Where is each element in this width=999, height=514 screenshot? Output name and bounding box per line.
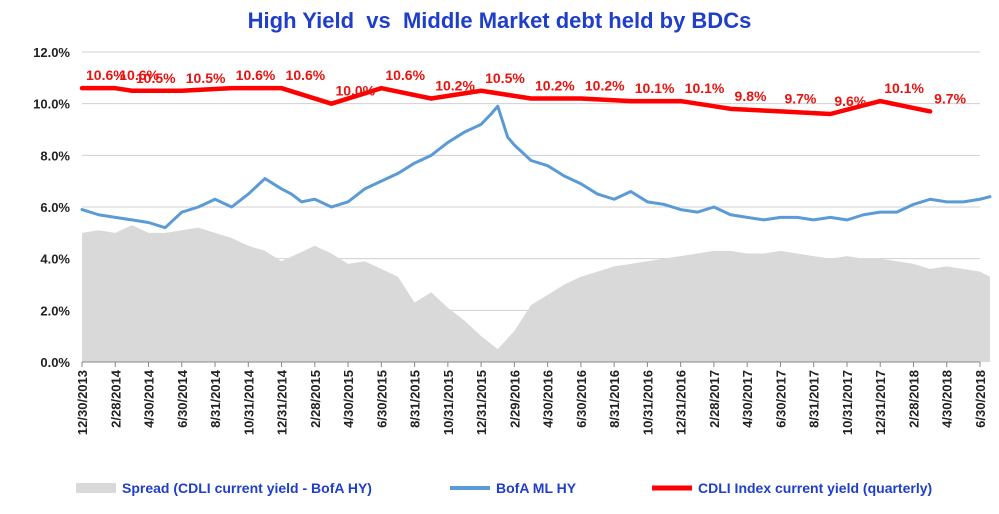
cdli-data-label: 10.0% [335, 83, 375, 99]
x-tick-label: 12/30/2013 [75, 370, 90, 435]
x-tick-label: 4/30/2018 [940, 370, 955, 428]
spread-area [82, 225, 990, 362]
cdli-data-label: 10.6% [119, 67, 159, 83]
x-tick-label: 8/31/2016 [607, 370, 622, 428]
x-tick-label: 2/28/2018 [906, 370, 921, 428]
legend-swatch-spread [76, 483, 116, 493]
y-tick-label: 2.0% [40, 303, 70, 318]
x-tick-label: 6/30/2016 [574, 370, 589, 428]
x-tick-label: 4/30/2014 [142, 369, 157, 428]
x-tick-label: 12/31/2016 [674, 370, 689, 435]
cdli-data-label: 9.8% [735, 88, 767, 104]
spread-area-layer [82, 225, 990, 362]
x-tick-label: 10/31/2014 [241, 369, 256, 435]
y-tick-label: 6.0% [40, 200, 70, 215]
y-tick-label: 0.0% [40, 355, 70, 370]
cdli-data-label: 10.6% [385, 67, 425, 83]
bofa-hy-line [80, 104, 992, 230]
cdli-data-label: 10.2% [585, 78, 625, 94]
cdli-data-label: 10.1% [635, 80, 675, 96]
x-tick-label: 6/30/2015 [374, 370, 389, 428]
legend-item-bofa-hy: BofA ML HY [496, 480, 577, 496]
x-tick-label: 12/31/2014 [275, 369, 290, 435]
y-tick-label: 10.0% [33, 97, 70, 112]
cdli-data-label: 9.7% [934, 90, 966, 106]
x-tick-label: 12/31/2015 [474, 370, 489, 435]
cdli-data-label: 10.2% [535, 78, 575, 94]
x-tick-label: 6/30/2014 [175, 369, 190, 428]
x-tick-label: 10/31/2017 [840, 370, 855, 435]
chart-title: High Yield vs Middle Market debt held by… [247, 8, 752, 33]
cdli-line [79, 85, 933, 117]
cdli-data-label: 10.6% [286, 67, 326, 83]
x-tick-label: 8/31/2017 [807, 370, 822, 428]
bofa-hy-line-layer [80, 104, 992, 230]
legend-item-spread: Spread (CDLI current yield - BofA HY) [122, 480, 372, 496]
x-tick-label: 6/30/2017 [773, 370, 788, 428]
x-tick-label: 4/30/2015 [341, 370, 356, 428]
cdli-data-label: 10.1% [884, 80, 924, 96]
x-tick-label: 2/28/2015 [308, 370, 323, 428]
cdli-data-label: 9.7% [784, 90, 816, 106]
cdli-data-label: 10.2% [435, 78, 475, 94]
x-tick-label: 2/28/2014 [108, 369, 123, 428]
y-axis-tick-labels: 0.0% 2.0% 4.0% 6.0% 8.0% 10.0% 12.0% [33, 45, 70, 370]
cdli-data-labels: 10.6%10.6%10.5% 10.5% 10.6% 10.6%10.0%10.6%… [86, 67, 967, 109]
cdli-data-label: 10.5% [485, 70, 525, 86]
x-tick-label: 6/30/2018 [973, 370, 988, 428]
x-tick-label: 4/30/2016 [541, 370, 556, 428]
cdli-data-label: 10.6% [86, 67, 126, 83]
cdli-data-label: 10.1% [685, 80, 725, 96]
y-tick-label: 8.0% [40, 148, 70, 163]
x-tick-label: 2/29/2016 [507, 370, 522, 428]
x-tick-label: 8/31/2014 [208, 369, 223, 428]
axes [81, 361, 981, 367]
y-tick-label: 12.0% [33, 45, 70, 60]
x-axis-tick-labels: 12/30/2013 2/28/2014 4/30/2014 6/30/2014 8/3… [75, 369, 988, 435]
x-tick-label: 2/28/2017 [707, 370, 722, 428]
cdli-line-layer [79, 85, 933, 117]
x-tick-label: 12/31/2017 [873, 370, 888, 435]
cdli-data-label: 10.5% [136, 70, 176, 86]
y-tick-label: 4.0% [40, 252, 70, 267]
cdli-data-label: 10.5% [186, 70, 226, 86]
cdli-data-label: 10.6% [236, 67, 276, 83]
cdli-data-label: 9.6% [834, 93, 866, 109]
x-tick-label: 10/31/2015 [441, 370, 456, 435]
x-tick-label: 4/30/2017 [740, 370, 755, 428]
legend: Spread (CDLI current yield - BofA HY) Bof… [76, 480, 932, 496]
x-tick-label: 8/31/2015 [408, 370, 423, 428]
legend-item-cdli: CDLI Index current yield (quarterly) [698, 480, 932, 496]
x-tick-label: 10/31/2016 [640, 370, 655, 435]
